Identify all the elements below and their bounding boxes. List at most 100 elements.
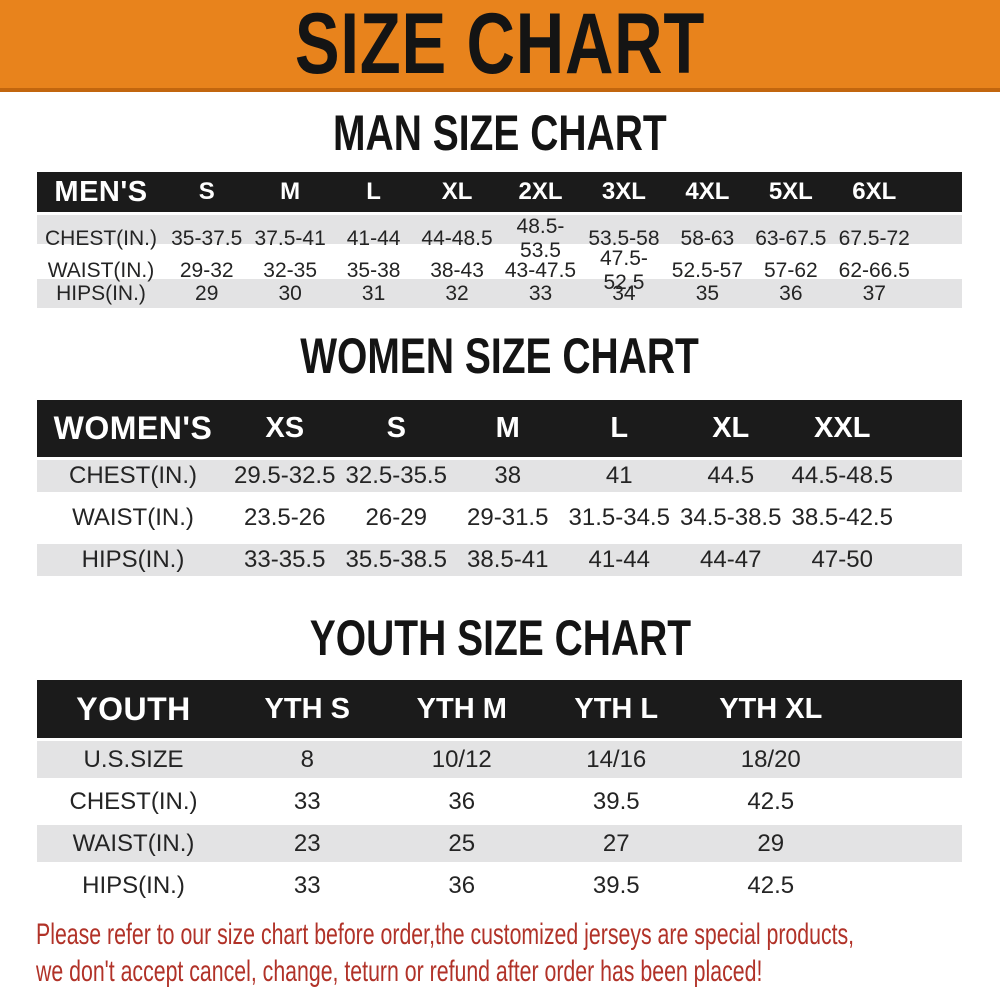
size-value-cell: 14/16 xyxy=(586,745,647,773)
youth-section-heading-text: YOUTH SIZE CHART xyxy=(309,610,691,666)
size-value-cell: 37.5-41 xyxy=(254,227,326,250)
size-value-cell: 29 xyxy=(195,281,219,305)
size-value-cell: 32 xyxy=(445,281,469,305)
size-value-cell: 41-44 xyxy=(588,546,650,573)
size-value-cell: 32.5-35.5 xyxy=(345,462,447,489)
size-value-cell: 44-47 xyxy=(700,546,762,573)
size-value-cell: 33 xyxy=(528,281,553,305)
size-value-cell: 34 xyxy=(612,281,636,305)
size-value-cell: 47-50 xyxy=(811,546,873,573)
column-header-cell: 5XL xyxy=(768,178,813,205)
row-label-cell: WAIST(IN.) xyxy=(72,504,194,531)
row-label-cell: CHEST(IN.) xyxy=(69,462,197,489)
size-value-cell: 41-44 xyxy=(346,227,401,250)
footnote: Please refer to our size chart before or… xyxy=(36,916,1000,990)
size-value-cell: 34.5-38.5 xyxy=(680,504,782,531)
size-value-cell: 62-66.5 xyxy=(838,259,910,282)
youth-section-heading: YOUTH SIZE CHART xyxy=(0,613,1000,663)
women-size-table: WOMEN'S XS S M L XL XXL CHEST(IN.) 29.5-32.5 32.5… xyxy=(37,400,962,586)
size-value-cell: 38-43 xyxy=(430,259,484,282)
table-row: CHEST(IN.) 35-37.5 37.5-41 41-44 44-48.5 48.5… xyxy=(37,215,962,262)
size-value-cell: 47.5-52.5 xyxy=(600,247,648,294)
men-section-heading: MAN SIZE CHART xyxy=(0,108,1000,158)
size-value-cell: 23.5-26 xyxy=(244,504,326,531)
size-value-cell: 38 xyxy=(494,462,522,489)
size-value-cell: 43-47.5 xyxy=(504,259,577,282)
size-value-cell: 35-38 xyxy=(346,259,401,282)
size-value-cell: 37 xyxy=(862,281,886,305)
size-value-cell: 18/20 xyxy=(740,745,801,773)
size-value-cell: 31 xyxy=(361,281,386,305)
size-value-cell: 31.5-34.5 xyxy=(568,504,670,531)
footnote-line-1: Please refer to our size chart before or… xyxy=(36,918,855,951)
size-value-cell: 39.5 xyxy=(592,871,640,899)
size-value-cell: 29-31.5 xyxy=(467,504,549,531)
table-row: HIPS(IN.) 29 30 31 32 33 34 35 36 37 xyxy=(37,279,962,308)
table-row: HIPS(IN.) 33-35.5 35.5-38.5 38.5-41 41-44 44-… xyxy=(37,544,962,576)
table-row: HIPS(IN.) 33 36 39.5 42.5 xyxy=(37,867,962,904)
column-header-cell: XL xyxy=(712,412,750,444)
women-section-heading-text: WOMEN SIZE CHART xyxy=(300,328,700,384)
row-label-cell: HIPS(IN.) xyxy=(56,281,146,305)
column-header-cell: XXL xyxy=(814,412,871,444)
size-value-cell: 36 xyxy=(448,787,476,815)
page-title: SIZE CHART xyxy=(294,0,706,92)
column-header-cell: M xyxy=(495,412,520,444)
men-section-heading-text: MAN SIZE CHART xyxy=(333,105,667,161)
size-value-cell: 44-48.5 xyxy=(421,227,493,250)
column-header-cell: XS xyxy=(265,412,305,444)
column-header-cell: XL xyxy=(441,178,473,205)
size-value-cell: 29 xyxy=(757,829,785,857)
size-value-cell: 36 xyxy=(448,871,476,899)
size-value-cell: 33 xyxy=(293,871,321,899)
size-value-cell: 42.5 xyxy=(747,871,795,899)
size-value-cell: 23 xyxy=(293,829,321,857)
row-label-cell: CHEST(IN.) xyxy=(69,787,198,815)
size-value-cell: 38.5-41 xyxy=(467,546,549,573)
size-value-cell: 33 xyxy=(293,787,321,815)
size-value-cell: 35.5-38.5 xyxy=(345,546,447,573)
size-value-cell: 63-67.5 xyxy=(755,227,827,250)
table-title-cell: WOMEN'S xyxy=(53,410,213,446)
size-value-cell: 35-37.5 xyxy=(171,227,243,250)
men-size-table: MEN'S S M L XL 2XL 3XL 4XL 5XL 6XL CHEST(IN.) 35-37… xyxy=(37,172,962,311)
column-header-cell: L xyxy=(610,412,629,444)
size-value-cell: 38.5-42.5 xyxy=(791,504,893,531)
size-value-cell: 35 xyxy=(695,281,720,305)
table-row: CHEST(IN.) 29.5-32.5 32.5-35.5 38 41 44.5 44.5… xyxy=(37,460,962,492)
column-header-cell: 3XL xyxy=(601,178,646,205)
table-title-cell: YOUTH xyxy=(76,690,191,727)
table-row: WAIST(IN.) 23.5-26 26-29 29-31.5 31.5-34.5 34… xyxy=(37,502,962,534)
youth-size-table: YOUTH YTH S YTH M YTH L YTH XL U.S.SIZE 8 10/12… xyxy=(37,680,962,909)
size-value-cell: 39.5 xyxy=(592,787,640,815)
row-label-cell: WAIST(IN.) xyxy=(72,829,195,857)
women-section-heading: WOMEN SIZE CHART xyxy=(0,331,1000,381)
column-header-cell: S xyxy=(198,178,215,205)
row-label-cell: CHEST(IN.) xyxy=(45,227,157,250)
table-header-row: WOMEN'S XS S M L XL XXL xyxy=(37,400,962,457)
column-header-cell: 6XL xyxy=(852,178,897,205)
table-row: U.S.SIZE 8 10/12 14/16 18/20 xyxy=(37,741,962,778)
row-label-cell: HIPS(IN.) xyxy=(82,871,185,899)
size-value-cell: 58-63 xyxy=(680,227,735,250)
size-value-cell: 57-62 xyxy=(763,259,818,282)
size-value-cell: 8 xyxy=(300,745,314,773)
size-value-cell: 48.5-53.5 xyxy=(516,215,565,262)
size-value-cell: 36 xyxy=(779,281,803,305)
column-header-cell: 4XL xyxy=(685,178,730,205)
column-header-cell: YTH XL xyxy=(719,692,823,725)
size-value-cell: 52.5-57 xyxy=(671,259,743,282)
column-header-cell: YTH M xyxy=(416,692,507,725)
size-value-cell: 44.5-48.5 xyxy=(791,462,893,489)
size-value-cell: 32-35 xyxy=(263,259,318,282)
footnote-line-2: we don't accept cancel, change, teturn o… xyxy=(36,955,763,988)
column-header-cell: 2XL xyxy=(518,178,563,205)
size-value-cell: 29.5-32.5 xyxy=(234,462,336,489)
banner: SIZE CHART xyxy=(0,0,1000,92)
table-row: WAIST(IN.) 29-32 32-35 35-38 38-43 43-47.5 47.… xyxy=(37,247,962,294)
row-label-cell: U.S.SIZE xyxy=(83,745,184,773)
column-header-cell: L xyxy=(366,178,381,205)
table-row: WAIST(IN.) 23 25 27 29 xyxy=(37,825,962,862)
size-value-cell: 30 xyxy=(278,281,302,305)
